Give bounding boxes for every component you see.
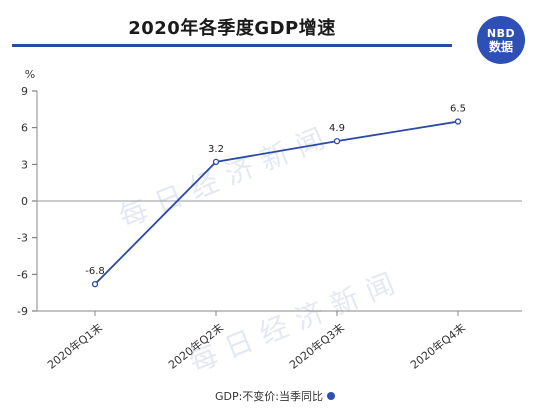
footer-text: GDP:不变价:当季同比 [214, 390, 324, 403]
y-tick-label: 3 [21, 158, 28, 171]
data-point [91, 280, 99, 288]
x-tick-label: 2020年Q1末 [44, 320, 104, 371]
y-tick-label: 9 [21, 85, 28, 98]
y-tick-label: 6 [21, 122, 28, 135]
y-axis-label: % [25, 68, 35, 81]
footer-note: GDP:不变价:当季同比 [0, 388, 550, 404]
data-point [333, 137, 341, 145]
data-label: 6.5 [450, 104, 466, 115]
logo-bottom-text: 数据 [488, 39, 513, 54]
logo-top-text: NBD [486, 26, 516, 40]
y-tick-label: -3 [17, 232, 28, 245]
data-label: 3.2 [208, 144, 224, 155]
y-tick-label: -9 [17, 305, 28, 318]
y-tick-label: -6 [17, 268, 28, 281]
series-line [94, 120, 459, 285]
nbd-logo: NBD 数据 [477, 16, 525, 64]
watermark-text: 每日经济新闻 [115, 118, 339, 234]
data-point [454, 118, 462, 125]
y-tick-label: 0 [21, 195, 28, 208]
footer-dot-icon [327, 392, 336, 400]
header-bar: 2020年各季度GDP增速 [12, 10, 452, 47]
data-label: -6.8 [85, 266, 105, 277]
chart-title: 2020年各季度GDP增速 [128, 18, 336, 39]
x-tick-label: 2020年Q4末 [407, 320, 467, 371]
data-label: 4.9 [329, 123, 345, 134]
data-point [212, 158, 220, 166]
